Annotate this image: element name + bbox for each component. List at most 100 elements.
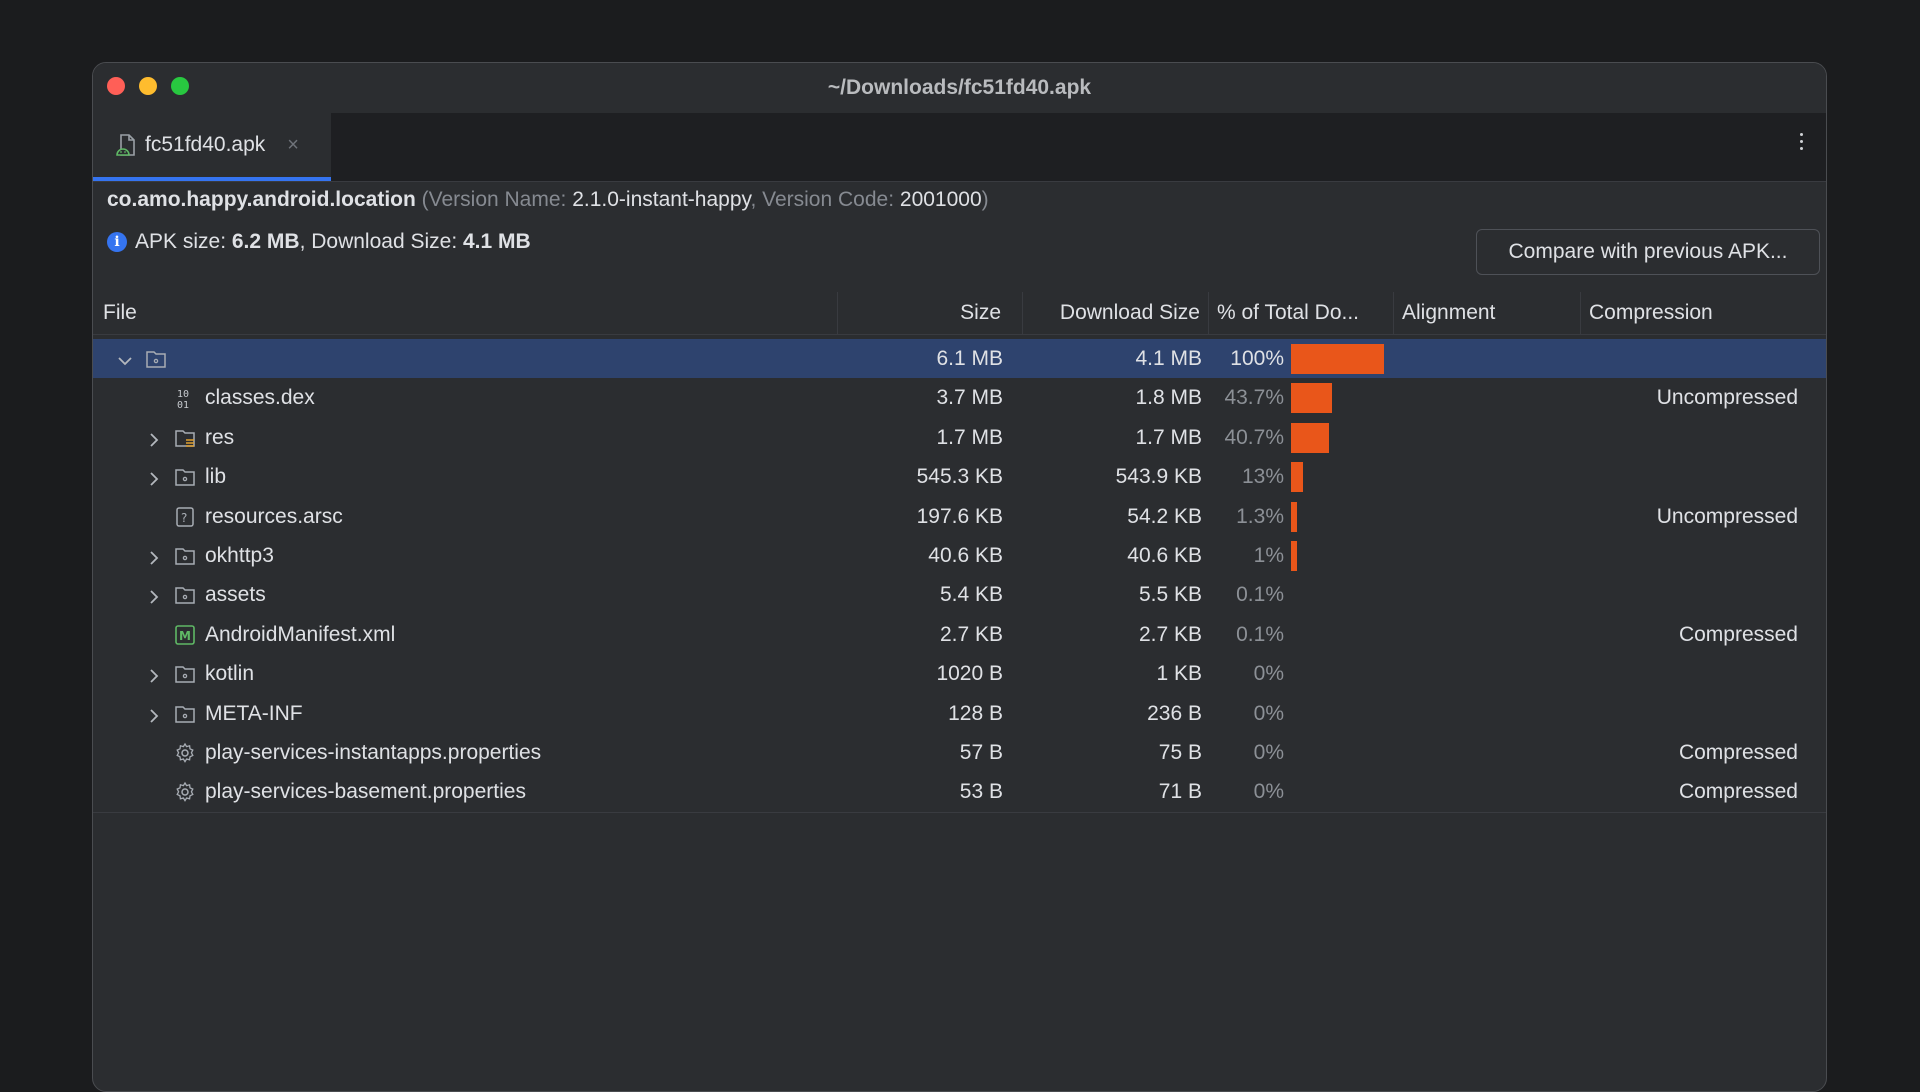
compression-value xyxy=(1580,339,1798,378)
file-name: play-services-basement.properties xyxy=(205,780,526,804)
apk-icon xyxy=(115,133,137,157)
chevron-down-icon[interactable] xyxy=(117,351,133,367)
paren-close: ) xyxy=(981,188,989,211)
file-name: assets xyxy=(205,583,266,607)
table-row[interactable]: res 1.7 MB 1.7 MB 40.7% xyxy=(93,418,1826,457)
file-name: classes.dex xyxy=(205,386,315,410)
compression-value xyxy=(1580,654,1798,693)
file-name: AndroidManifest.xml xyxy=(205,622,396,646)
folder-icon xyxy=(174,545,196,567)
table-row[interactable]: META-INF 128 B 236 B 0% xyxy=(93,694,1826,733)
chevron-right-icon[interactable] xyxy=(146,706,162,723)
table-row[interactable]: play-services-basement.properties 53 B 71 … xyxy=(93,772,1826,811)
version-code: 2001000 xyxy=(899,188,982,211)
file-size: 3.7 MB xyxy=(936,386,1003,410)
table-row[interactable]: lib 545.3 KB 543.9 KB 13% xyxy=(93,457,1826,496)
file-size: 6.1 MB xyxy=(936,347,1003,370)
more-options-icon[interactable] xyxy=(1798,133,1804,150)
download-size: 543.9 KB xyxy=(1115,465,1202,489)
size-summary: i APK size: 6.2 MB, Download Size: 4.1 M… xyxy=(107,230,531,254)
download-size: 1 KB xyxy=(1156,662,1202,686)
percent-bar xyxy=(1291,501,1297,532)
chevron-right-icon[interactable] xyxy=(146,666,162,683)
tab-apk-file[interactable]: fc51fd40.apk × xyxy=(93,113,331,181)
size-separator: , xyxy=(299,230,312,253)
chevron-right-icon[interactable] xyxy=(146,548,162,565)
compression-value: Uncompressed xyxy=(1656,504,1798,528)
column-header-size[interactable]: Size xyxy=(837,292,1009,334)
compare-apk-button[interactable]: Compare with previous APK... xyxy=(1476,229,1820,275)
apk-size-label: APK size: xyxy=(135,230,232,253)
percent-of-total: 1% xyxy=(1253,543,1284,567)
table-row[interactable]: kotlin 1020 B 1 KB 0% xyxy=(93,654,1826,693)
download-size: 1.8 MB xyxy=(1135,386,1202,410)
table-row[interactable]: assets 5.4 KB 5.5 KB 0.1% xyxy=(93,575,1826,614)
zoom-window-button[interactable] xyxy=(171,77,189,95)
column-header-download-size[interactable]: Download Size xyxy=(1022,292,1208,334)
close-window-button[interactable] xyxy=(107,77,125,95)
folder-icon xyxy=(174,466,196,488)
compression-value: Uncompressed xyxy=(1656,386,1798,410)
percent-of-total: 13% xyxy=(1241,465,1284,489)
download-size-value: 4.1 MB xyxy=(462,230,531,253)
compression-value: Compressed xyxy=(1678,622,1798,646)
percent-of-total: 100% xyxy=(1230,347,1284,370)
window-controls xyxy=(107,77,189,95)
tab-label: fc51fd40.apk xyxy=(145,133,266,156)
percent-bar xyxy=(1291,383,1332,414)
file-size: 57 B xyxy=(959,740,1003,764)
column-header-compression[interactable]: Compression xyxy=(1580,292,1820,334)
column-header-percent[interactable]: % of Total Do... xyxy=(1208,292,1393,334)
compression-value xyxy=(1580,536,1798,575)
file-name: okhttp3 xyxy=(205,543,274,567)
version-separator: , xyxy=(750,188,763,211)
file-name: lib xyxy=(205,465,227,489)
chevron-right-icon[interactable] xyxy=(146,587,162,604)
apk-size-value: 6.2 MB xyxy=(231,230,300,253)
svg-text:01: 01 xyxy=(177,400,189,409)
window-title: ~/Downloads/fc51fd40.apk xyxy=(827,76,1092,99)
version-name: 2.1.0-instant-happy xyxy=(572,188,751,211)
table-row[interactable]: M AndroidManifest.xml 2.7 KB 2.7 KB 0.1% Comp… xyxy=(93,615,1826,654)
file-size: 5.4 KB xyxy=(939,583,1003,607)
download-size: 40.6 KB xyxy=(1127,543,1202,567)
percent-of-total: 0% xyxy=(1253,780,1284,804)
percent-of-total: 0% xyxy=(1253,740,1284,764)
version-name-label: Version Name: xyxy=(428,188,573,211)
download-size: 71 B xyxy=(1158,780,1202,804)
percent-bar xyxy=(1291,462,1303,493)
file-name: res xyxy=(205,425,235,449)
close-tab-icon[interactable]: × xyxy=(287,133,299,156)
package-info: co.amo.happy.android.location (Version N… xyxy=(107,188,989,212)
table-row[interactable]: okhttp3 40.6 KB 40.6 KB 1% xyxy=(93,536,1826,575)
download-size: 236 B xyxy=(1147,701,1202,725)
download-size-label: Download Size: xyxy=(311,230,463,253)
compression-value xyxy=(1580,418,1798,457)
compression-value xyxy=(1580,575,1798,614)
apk-info-panel: co.amo.happy.android.location (Version N… xyxy=(93,182,1826,292)
table-row[interactable]: 10 01 classes.dex 3.7 MB 1.8 MB 43.7% Uncompre… xyxy=(93,378,1826,417)
file-size: 1020 B xyxy=(936,662,1003,686)
minimize-window-button[interactable] xyxy=(139,77,157,95)
download-size: 54.2 KB xyxy=(1127,504,1202,528)
percent-bar xyxy=(1291,540,1297,571)
table-row[interactable]: play-services-instantapps.properties 57 B… xyxy=(93,733,1826,772)
table-row[interactable]: ? resources.arsc 197.6 KB 54.2 KB 1.3% Uncomp… xyxy=(93,497,1826,536)
download-size: 1.7 MB xyxy=(1135,425,1202,449)
file-name: play-services-instantapps.properties xyxy=(205,740,542,764)
table-row[interactable]: 6.1 MB 4.1 MB 100% xyxy=(93,339,1826,379)
dex-icon: 10 01 xyxy=(174,387,196,411)
file-size: 1.7 MB xyxy=(936,425,1003,449)
percent-of-total: 1.3% xyxy=(1236,504,1284,528)
download-size: 75 B xyxy=(1158,740,1202,764)
percent-of-total: 43.7% xyxy=(1224,386,1284,410)
chevron-right-icon[interactable] xyxy=(146,430,162,447)
chevron-right-icon[interactable] xyxy=(146,469,162,486)
file-name: META-INF xyxy=(205,701,303,725)
compression-value xyxy=(1580,457,1798,496)
folder-icon xyxy=(174,703,196,725)
column-header-file[interactable]: File xyxy=(103,301,137,324)
info-icon: i xyxy=(107,232,127,252)
file-name: kotlin xyxy=(205,662,255,686)
column-header-alignment[interactable]: Alignment xyxy=(1393,292,1583,334)
